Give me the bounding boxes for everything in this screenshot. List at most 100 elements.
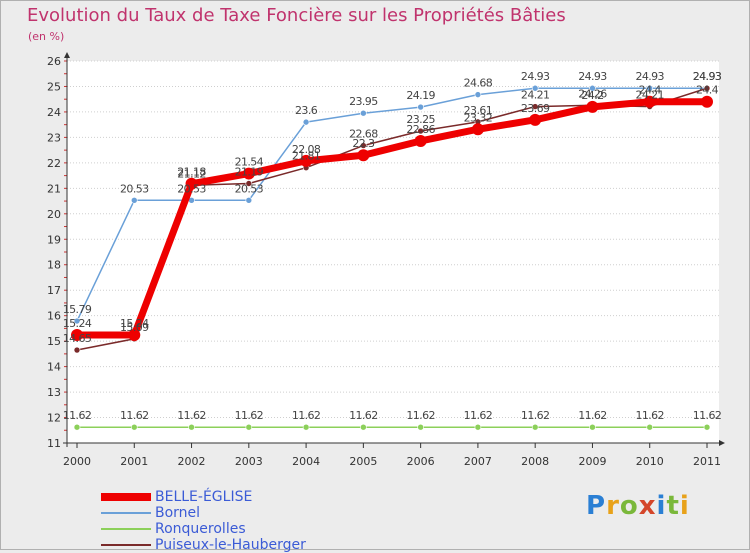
- data-label: 15.24: [63, 317, 92, 330]
- y-tick-label: 26: [47, 55, 61, 68]
- data-point: [73, 317, 81, 325]
- data-point: [417, 127, 424, 135]
- y-tick-label: 20: [47, 208, 61, 221]
- legend-swatch: [101, 493, 151, 501]
- data-label: 22.68: [349, 128, 378, 141]
- proxiti-logo: Proxiti: [586, 491, 690, 521]
- data-label: 11.62: [521, 409, 550, 422]
- chart-title: Evolution du Taux de Taxe Foncière sur l…: [27, 5, 566, 26]
- logo-letter: r: [606, 491, 620, 521]
- data-label: 11.62: [63, 409, 92, 422]
- y-tick-label: 17: [47, 284, 61, 297]
- x-tick-label: 2003: [235, 455, 263, 468]
- data-point: [417, 423, 424, 431]
- x-axis-arrow: [719, 440, 725, 446]
- logo-letter: x: [638, 491, 657, 521]
- data-point: [360, 142, 367, 149]
- data-point: [360, 423, 367, 431]
- data-label: 20.53: [120, 182, 149, 195]
- legend-item: Puiseux-le-Hauberger: [101, 537, 361, 553]
- data-label: 22.08: [292, 143, 321, 156]
- data-label: 24.93: [635, 70, 664, 83]
- data-point: [245, 180, 253, 187]
- y-tick-label: 19: [47, 233, 61, 246]
- data-label: 21.18: [177, 166, 206, 179]
- data-label: 11.62: [464, 409, 493, 422]
- data-point: [531, 423, 539, 431]
- data-label: 24.93: [578, 70, 607, 83]
- plot-area: [67, 61, 719, 443]
- x-tick-label: 2005: [349, 455, 377, 468]
- logo-letter: t: [666, 491, 680, 521]
- data-label: 14.65: [63, 332, 92, 345]
- legend-label: Ronquerolles: [155, 521, 246, 537]
- data-label: 23.25: [406, 113, 435, 126]
- data-point: [531, 84, 539, 92]
- data-label: 11.62: [406, 409, 435, 422]
- data-label: 23.32: [464, 111, 493, 124]
- legend-item: Ronquerolles: [101, 521, 361, 537]
- data-point: [242, 167, 255, 180]
- data-label: 11.62: [578, 409, 607, 422]
- data-point: [589, 423, 596, 431]
- data-point: [529, 113, 542, 126]
- data-label: 24.21: [635, 89, 664, 102]
- data-label: 24.93: [693, 70, 722, 83]
- x-tick-label: 2011: [693, 455, 721, 468]
- x-tick-label: 2006: [407, 455, 435, 468]
- y-axis-arrow: [64, 52, 70, 58]
- data-point: [185, 177, 198, 190]
- x-tick-label: 2004: [292, 455, 320, 468]
- data-label: 24.21: [521, 89, 550, 102]
- data-label: 23.6: [295, 104, 318, 117]
- legend-label: Bornel: [155, 505, 201, 521]
- data-point: [357, 149, 370, 162]
- x-tick-label: 2007: [464, 455, 492, 468]
- data-point: [73, 423, 81, 431]
- data-point: [245, 423, 253, 431]
- data-point: [130, 423, 138, 431]
- x-tick-label: 2010: [636, 455, 664, 468]
- data-point: [646, 423, 654, 431]
- legend-label: Puiseux-le-Hauberger: [155, 537, 306, 553]
- y-tick-label: 22: [47, 157, 61, 170]
- data-label: 24.4: [696, 84, 719, 97]
- data-point: [646, 84, 654, 92]
- data-label: 21.12: [177, 167, 206, 180]
- y-tick-label: 15: [47, 335, 61, 348]
- logo-letter: i: [656, 491, 667, 521]
- data-point: [73, 346, 81, 354]
- y-tick-label: 13: [47, 386, 61, 399]
- data-point: [703, 423, 711, 431]
- data-point: [360, 109, 367, 117]
- data-point: [474, 91, 482, 98]
- data-point: [300, 154, 313, 167]
- y-tick-label: 14: [47, 361, 61, 374]
- data-label: 21.19: [235, 165, 264, 178]
- x-tick-label: 2001: [120, 455, 148, 468]
- data-point: [586, 100, 599, 113]
- y-tick-label: 11: [47, 437, 61, 450]
- data-label: 21.54: [235, 156, 264, 169]
- data-point: [701, 95, 713, 108]
- data-label: 24.93: [521, 70, 550, 83]
- data-point: [589, 84, 596, 92]
- legend-swatch: [101, 544, 151, 546]
- data-label: 23.61: [464, 104, 493, 117]
- data-point: [414, 134, 427, 147]
- x-tick-label: 2002: [178, 455, 206, 468]
- data-point: [302, 423, 310, 431]
- data-label: 11.62: [177, 409, 206, 422]
- data-label: 24.2: [581, 89, 603, 102]
- data-point: [245, 197, 253, 204]
- y-tick-label: 24: [47, 106, 61, 119]
- data-label: 15.09: [120, 321, 149, 334]
- y-tick-label: 23: [47, 131, 61, 144]
- data-point: [474, 423, 482, 431]
- data-label: 20.53: [177, 182, 206, 195]
- data-label: 23.69: [521, 102, 550, 115]
- data-label: 11.62: [235, 409, 264, 422]
- data-point: [531, 103, 539, 110]
- series-line: [77, 98, 707, 339]
